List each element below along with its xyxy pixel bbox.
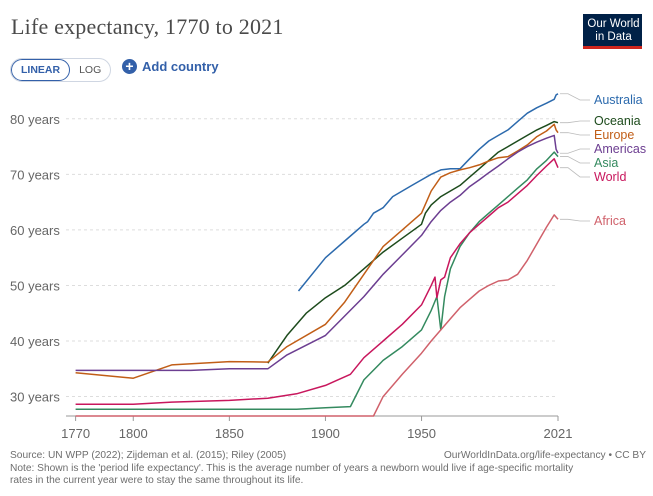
label-connector xyxy=(560,148,590,154)
y-tick-label: 50 years xyxy=(10,278,60,293)
series-line-oceania xyxy=(267,120,559,364)
line-chart: 30 years 40 years 50 years 60 years 70 years… xyxy=(10,93,646,441)
y-tick-label: 70 years xyxy=(10,167,60,182)
logo-line-2: in Data xyxy=(595,30,632,43)
label-connector xyxy=(560,132,590,136)
x-tick-label: 1900 xyxy=(311,426,340,441)
add-country-label: Add country xyxy=(142,59,219,74)
source-text: Source: UN WPP (2022); Zijdeman et al. (… xyxy=(10,450,287,461)
label-connector xyxy=(560,120,590,124)
y-tick-label: 60 years xyxy=(10,223,60,238)
logo-line-1: Our World xyxy=(587,18,640,30)
series-label-americas: Americas xyxy=(594,142,646,156)
series-line-asia xyxy=(75,151,559,411)
label-connector xyxy=(560,167,590,178)
gridlines xyxy=(66,118,558,417)
label-connector xyxy=(560,93,590,101)
y-tick-label: 30 years xyxy=(10,390,60,405)
series-line-australia xyxy=(297,93,559,292)
x-tick-label: 1800 xyxy=(119,426,148,441)
series-line-americas xyxy=(75,134,559,372)
source-url[interactable]: OurWorldInData.org/life-expectancy • CC … xyxy=(443,450,646,461)
note-line-1: Note: Shown is the 'period life expectan… xyxy=(10,462,574,474)
x-tick-label: 2021 xyxy=(544,426,573,441)
y-axis-ticks: 30 years 40 years 50 years 60 years 70 years… xyxy=(10,112,60,405)
series-label-africa: Africa xyxy=(594,214,626,228)
owid-logo[interactable]: Our World in Data xyxy=(583,14,642,49)
label-connector xyxy=(560,156,590,164)
note-line-2: rates in the current year were to stay t… xyxy=(10,475,304,486)
series-line-africa xyxy=(75,214,559,417)
footer: Source: UN WPP (2022); Zijdeman et al. (… xyxy=(10,450,646,488)
x-axis-ticks: 1770 1800 1850 1900 1950 2021 xyxy=(61,416,572,441)
series-lines xyxy=(75,93,559,417)
label-connector xyxy=(560,218,590,222)
x-tick-label: 1770 xyxy=(61,426,90,441)
plus-circle-icon: + xyxy=(122,59,137,74)
add-country-button[interactable]: + Add country xyxy=(122,59,219,74)
y-tick-label: 80 years xyxy=(10,112,60,127)
series-label-asia: Asia xyxy=(594,156,618,170)
x-tick-label: 1950 xyxy=(407,426,436,441)
series-label-oceania: Oceania xyxy=(594,114,641,128)
series-line-world xyxy=(75,158,559,406)
chart-title: Life expectancy, 1770 to 2021 xyxy=(11,14,284,39)
logo-accent-bar xyxy=(583,46,642,49)
series-line-europe xyxy=(75,123,559,379)
linear-scale-button[interactable]: LINEAR xyxy=(11,59,71,81)
series-label-europe: Europe xyxy=(594,128,634,142)
scale-toggle: LINEAR LOG xyxy=(10,58,112,82)
series-label-australia: Australia xyxy=(594,93,643,107)
log-scale-button[interactable]: LOG xyxy=(79,64,102,76)
y-tick-label: 40 years xyxy=(10,334,60,349)
series-label-world: World xyxy=(594,170,626,184)
x-tick-label: 1850 xyxy=(215,426,244,441)
